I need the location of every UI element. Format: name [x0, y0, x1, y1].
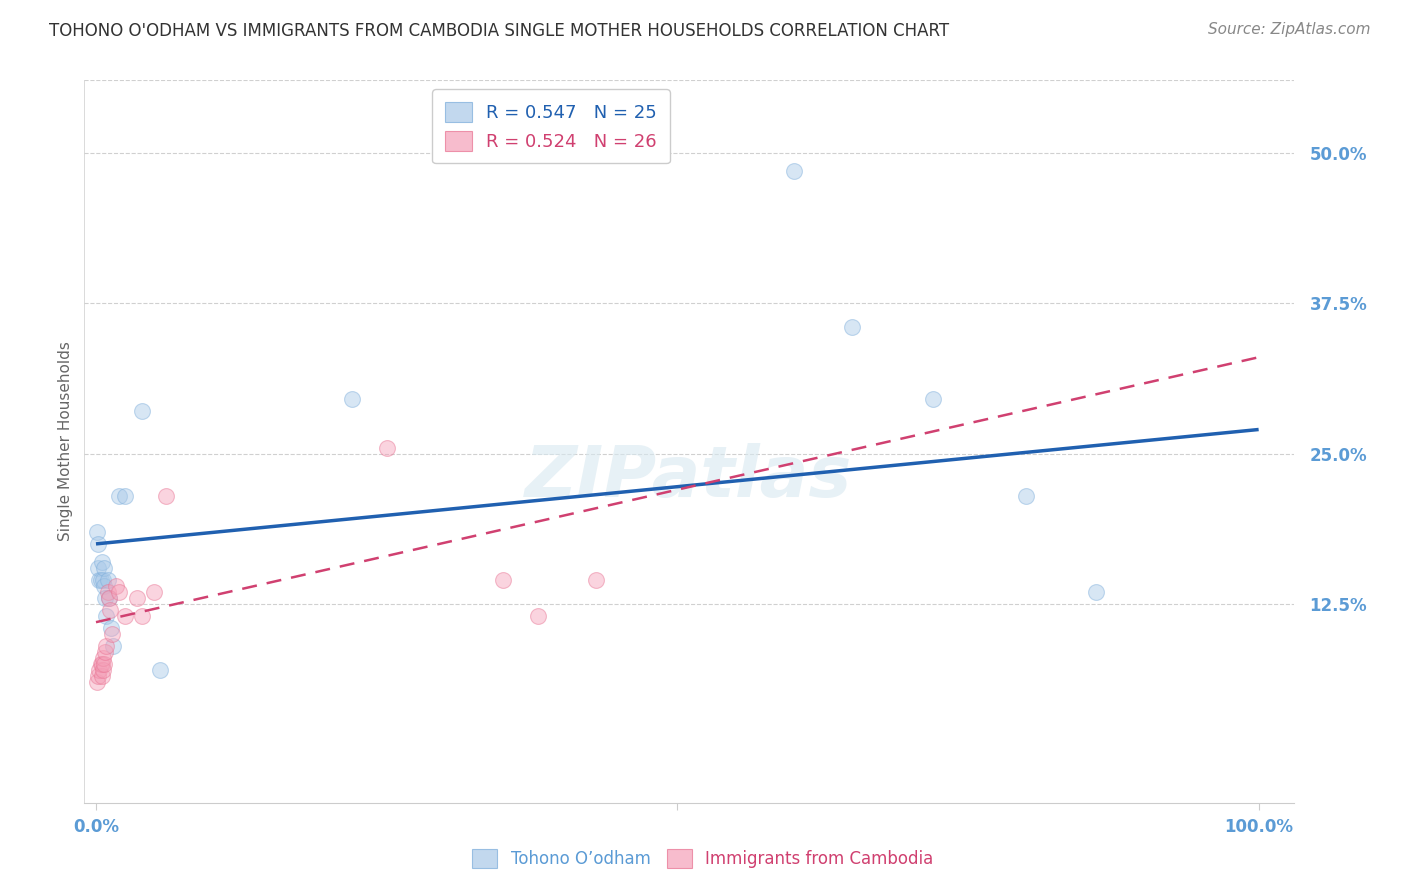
Point: [100, 621, 122, 635]
Point: [104, 579, 127, 593]
Point: [96, 639, 118, 653]
Point: [93, 657, 115, 672]
Point: [87, 669, 110, 683]
Point: [90, 555, 112, 569]
Point: [97, 573, 120, 587]
Point: [340, 392, 363, 407]
Point: [97, 585, 120, 599]
Text: Source: ZipAtlas.com: Source: ZipAtlas.com: [1208, 22, 1371, 37]
Point: [97, 591, 120, 606]
Point: [375, 441, 398, 455]
Point: [114, 609, 136, 624]
Point: [91, 651, 114, 665]
Point: [155, 489, 177, 503]
Point: [91, 573, 114, 587]
Point: [114, 489, 136, 503]
Point: [86, 675, 108, 690]
Text: TOHONO O'ODHAM VS IMMIGRANTS FROM CAMBODIA SINGLE MOTHER HOUSEHOLDS CORRELATION : TOHONO O'ODHAM VS IMMIGRANTS FROM CAMBOD…: [49, 22, 949, 40]
Point: [149, 664, 172, 678]
Point: [94, 591, 117, 606]
Point: [90, 657, 112, 672]
Point: [103, 639, 125, 653]
Point: [87, 561, 110, 575]
Point: [96, 609, 118, 624]
Point: [98, 603, 121, 617]
Text: ZIPatlas: ZIPatlas: [526, 443, 852, 512]
Point: [143, 585, 166, 599]
Point: [90, 669, 112, 683]
Point: [93, 579, 115, 593]
Point: [1084, 585, 1107, 599]
Point: [94, 645, 117, 659]
Point: [89, 573, 111, 587]
Legend: Tohono O’odham, Immigrants from Cambodia: Tohono O’odham, Immigrants from Cambodia: [465, 843, 941, 875]
Point: [97, 591, 120, 606]
Point: [527, 609, 550, 624]
Point: [86, 524, 108, 539]
Point: [91, 664, 114, 678]
Point: [131, 404, 153, 418]
Point: [841, 320, 863, 334]
Point: [90, 657, 112, 672]
Point: [108, 489, 131, 503]
Y-axis label: Single Mother Households: Single Mother Households: [58, 342, 73, 541]
Point: [585, 573, 607, 587]
Point: [922, 392, 945, 407]
Point: [87, 537, 110, 551]
Point: [492, 573, 515, 587]
Point: [101, 627, 124, 641]
Legend: R = 0.547   N = 25, R = 0.524   N = 26: R = 0.547 N = 25, R = 0.524 N = 26: [432, 89, 669, 163]
Point: [131, 609, 153, 624]
Point: [93, 561, 115, 575]
Point: [1015, 489, 1038, 503]
Point: [90, 573, 112, 587]
Point: [782, 163, 804, 178]
Point: [89, 664, 111, 678]
Point: [125, 591, 148, 606]
Point: [108, 585, 131, 599]
